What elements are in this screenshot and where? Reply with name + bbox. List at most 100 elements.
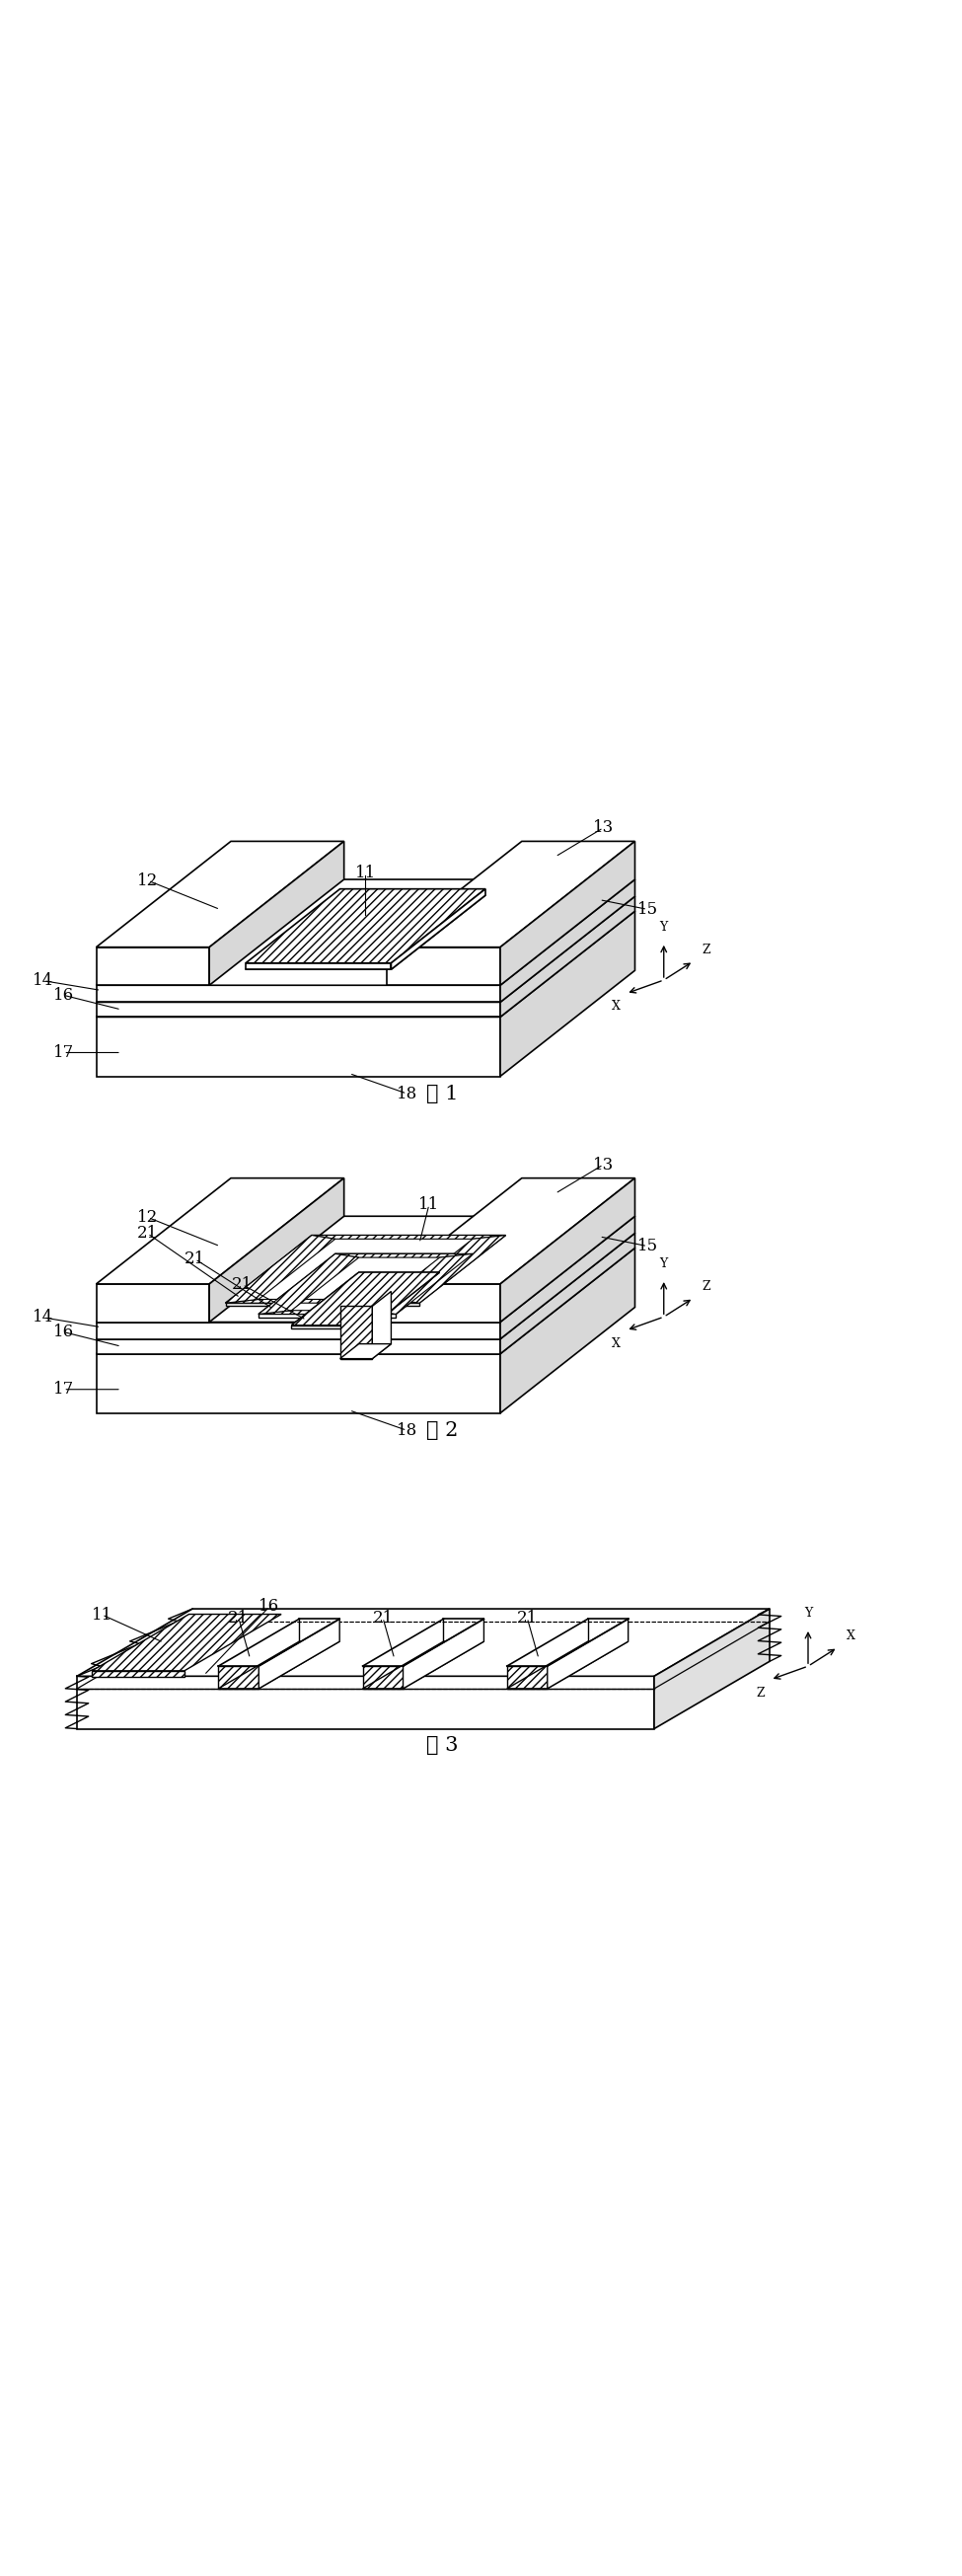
Polygon shape [259, 1255, 472, 1314]
Text: Z: Z [702, 943, 711, 956]
Text: X: X [847, 1631, 855, 1643]
Polygon shape [96, 1216, 635, 1321]
Polygon shape [507, 1667, 547, 1690]
Polygon shape [387, 842, 635, 948]
Text: 21: 21 [228, 1610, 249, 1625]
Polygon shape [372, 1291, 392, 1358]
Text: 14: 14 [33, 971, 54, 989]
Polygon shape [96, 1247, 635, 1355]
Text: 11: 11 [418, 1195, 440, 1213]
Polygon shape [210, 1177, 344, 1321]
Polygon shape [403, 1618, 484, 1690]
Polygon shape [96, 878, 635, 984]
Text: X: X [612, 999, 620, 1012]
Text: 21: 21 [185, 1252, 206, 1267]
Polygon shape [77, 1677, 654, 1728]
Polygon shape [245, 896, 486, 969]
Polygon shape [210, 842, 344, 984]
Polygon shape [92, 1615, 281, 1672]
Polygon shape [363, 1641, 484, 1690]
Polygon shape [96, 1283, 210, 1321]
Polygon shape [225, 1236, 506, 1303]
Text: 12: 12 [138, 1208, 159, 1226]
Text: Y: Y [804, 1607, 812, 1620]
Polygon shape [340, 1306, 372, 1358]
Text: 图 3: 图 3 [426, 1736, 459, 1754]
Polygon shape [245, 963, 392, 969]
Polygon shape [547, 1618, 628, 1690]
Polygon shape [96, 1002, 500, 1018]
Polygon shape [500, 842, 635, 984]
Polygon shape [96, 912, 635, 1018]
Text: 11: 11 [91, 1607, 113, 1623]
Text: Z: Z [702, 1280, 711, 1293]
Polygon shape [96, 948, 210, 984]
Polygon shape [340, 1345, 392, 1358]
Text: 图 1: 图 1 [426, 1084, 459, 1103]
Polygon shape [500, 912, 635, 1077]
Text: 12: 12 [138, 873, 159, 889]
Text: 21: 21 [372, 1610, 393, 1625]
Polygon shape [96, 1340, 500, 1355]
Text: 13: 13 [593, 1157, 614, 1172]
Polygon shape [259, 1311, 396, 1314]
Text: 18: 18 [396, 1422, 418, 1440]
Polygon shape [387, 948, 500, 984]
Polygon shape [96, 1177, 344, 1283]
Text: 16: 16 [53, 987, 74, 1005]
Polygon shape [96, 842, 344, 948]
Polygon shape [291, 1273, 440, 1324]
Polygon shape [225, 1303, 419, 1306]
Polygon shape [96, 1321, 500, 1340]
Polygon shape [96, 1355, 500, 1414]
Polygon shape [291, 1324, 372, 1329]
Text: 18: 18 [396, 1084, 418, 1103]
Polygon shape [77, 1610, 770, 1677]
Polygon shape [96, 896, 635, 1002]
Text: Y: Y [660, 920, 668, 933]
Polygon shape [392, 889, 486, 969]
Text: 11: 11 [355, 866, 376, 881]
Polygon shape [225, 1298, 419, 1303]
Polygon shape [218, 1641, 340, 1690]
Text: 16: 16 [259, 1597, 280, 1615]
Text: 15: 15 [637, 1239, 658, 1255]
Text: 21: 21 [517, 1610, 538, 1625]
Text: Y: Y [660, 1257, 668, 1270]
Polygon shape [500, 878, 635, 1002]
Polygon shape [372, 1255, 472, 1314]
Polygon shape [387, 1283, 500, 1321]
Polygon shape [218, 1667, 259, 1690]
Polygon shape [654, 1610, 770, 1728]
Polygon shape [507, 1641, 628, 1690]
Polygon shape [500, 1216, 635, 1340]
Text: 16: 16 [53, 1324, 74, 1340]
Polygon shape [500, 1177, 635, 1321]
Polygon shape [245, 889, 486, 963]
Text: Z: Z [756, 1687, 765, 1700]
Polygon shape [500, 896, 635, 1018]
Text: 13: 13 [593, 819, 614, 837]
Polygon shape [96, 984, 500, 1002]
Polygon shape [500, 1247, 635, 1414]
Text: 17: 17 [53, 1043, 74, 1061]
Text: X: X [612, 1337, 620, 1350]
Text: 14: 14 [33, 1309, 54, 1327]
Polygon shape [96, 1234, 635, 1340]
Polygon shape [363, 1667, 403, 1690]
Polygon shape [225, 1236, 336, 1303]
Text: 21: 21 [138, 1226, 158, 1242]
Polygon shape [291, 1273, 440, 1324]
Polygon shape [92, 1672, 185, 1677]
Polygon shape [259, 1314, 396, 1316]
Text: 图 2: 图 2 [426, 1422, 459, 1440]
Text: 15: 15 [637, 902, 658, 917]
Polygon shape [259, 1255, 359, 1314]
Polygon shape [387, 1177, 635, 1283]
Polygon shape [259, 1618, 340, 1690]
Polygon shape [96, 1018, 500, 1077]
Polygon shape [312, 1236, 506, 1239]
Text: 17: 17 [53, 1381, 74, 1399]
Polygon shape [336, 1255, 472, 1257]
Text: 21: 21 [232, 1275, 253, 1293]
